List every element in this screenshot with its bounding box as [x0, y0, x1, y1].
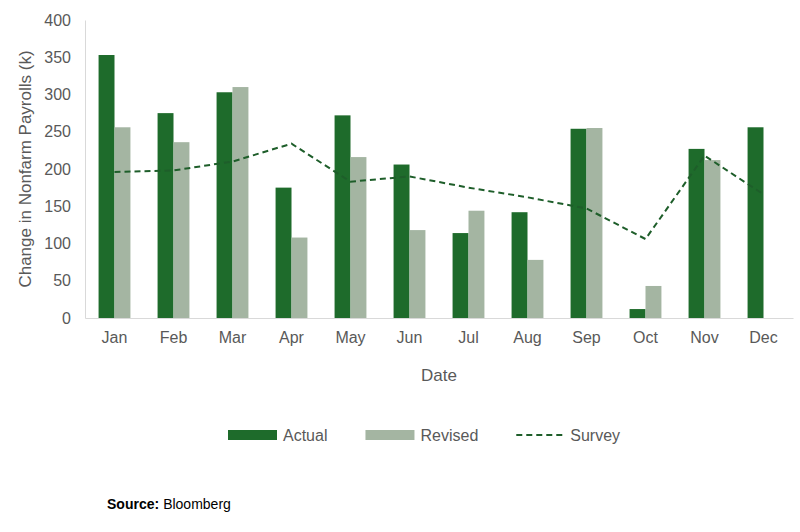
bar: [630, 309, 646, 318]
legend-swatch: [228, 430, 277, 440]
bar: [469, 211, 485, 318]
x-tick: May: [335, 318, 365, 346]
x-axis-line: [86, 318, 794, 319]
bar-series: [99, 55, 764, 318]
x-tick: Sep: [572, 318, 601, 346]
bar: [528, 260, 544, 318]
chart: 050100150200250300350400JanFebMarAprMayJ…: [0, 0, 800, 532]
x-tick-label: Jul: [458, 329, 478, 346]
source-note: Source:: [107, 496, 159, 512]
legend-label: Survey: [570, 427, 620, 444]
x-tick-label: Oct: [633, 329, 658, 346]
x-tick: Dec: [749, 318, 777, 346]
y-tick: 200: [44, 161, 85, 178]
x-tick-label: Nov: [690, 329, 718, 346]
bar: [571, 129, 587, 318]
legend-item: Survey: [516, 427, 620, 444]
y-tick: 0: [62, 310, 85, 327]
y-tick-label: 300: [44, 86, 71, 103]
x-tick-label: Feb: [160, 329, 188, 346]
source-note: Bloomberg: [163, 496, 231, 512]
x-tick: Mar: [219, 318, 247, 346]
x-tick: Aug: [513, 318, 541, 346]
bar: [394, 165, 410, 318]
legend-swatch: [365, 430, 414, 440]
x-tick-label: May: [335, 329, 365, 346]
y-tick-label: 250: [44, 123, 71, 140]
bar: [233, 87, 249, 318]
line: [115, 144, 764, 239]
bar-series: [115, 87, 721, 318]
bar: [748, 127, 764, 318]
x-tick-label: Dec: [749, 329, 777, 346]
legend-label: Actual: [283, 427, 327, 444]
y-axis: 0 50 100 150 200 250 300 350 400: [44, 12, 85, 327]
legend-label: Revised: [420, 427, 478, 444]
y-tick-label: 0: [62, 310, 71, 327]
bar: [292, 238, 308, 318]
bar: [512, 212, 528, 318]
legend-item: Actual: [228, 427, 327, 444]
x-tick-label: Apr: [279, 329, 305, 346]
x-tick: Oct: [633, 318, 658, 346]
y-tick-label: 100: [44, 235, 71, 252]
bar: [158, 113, 174, 318]
bar: [276, 188, 292, 318]
y-axis-title: Change in Nonfarm Payrolls (k): [16, 50, 35, 287]
legend-swatch: [516, 434, 562, 436]
marks: [99, 55, 764, 318]
y-tick-label: 400: [44, 12, 71, 29]
y-tick: 250: [44, 123, 85, 140]
x-tick: Jun: [397, 318, 423, 346]
bar: [705, 160, 721, 318]
legend-item: Revised: [365, 427, 478, 444]
x-tick: Feb: [160, 318, 188, 346]
y-axis-line: [85, 21, 86, 319]
bar: [587, 128, 603, 318]
x-tick: Apr: [279, 318, 305, 346]
x-tick-label: Mar: [219, 329, 247, 346]
y-tick: 300: [44, 86, 85, 103]
y-tick-label: 150: [44, 198, 71, 215]
x-tick: Nov: [690, 318, 718, 346]
plot: 050100150200250300350400JanFebMarAprMayJ…: [44, 12, 793, 347]
x-axis-title: Date: [421, 366, 457, 385]
bar: [335, 115, 351, 318]
bar: [646, 286, 662, 318]
y-tick-label: 350: [44, 49, 71, 66]
bar: [217, 92, 233, 318]
x-tick: Jan: [102, 318, 128, 346]
bar: [99, 55, 115, 318]
y-tick: 100: [44, 235, 85, 252]
x-tick-label: Aug: [513, 329, 541, 346]
x-tick-label: Sep: [572, 329, 601, 346]
x-tick-label: Jun: [397, 329, 423, 346]
bar: [115, 127, 131, 318]
y-tick: 50: [53, 272, 85, 289]
x-tick-label: Jan: [102, 329, 128, 346]
bar: [453, 233, 469, 318]
y-tick-label: 50: [53, 272, 71, 289]
x-tick: Jul: [458, 318, 478, 346]
legend: Actual Revised Survey: [228, 427, 620, 444]
x-axis: Jan Feb Mar Apr May Jun Jul Aug Sep Oct Nov Dec: [86, 318, 794, 346]
y-tick: 150: [44, 198, 85, 215]
y-tick: 350: [44, 49, 85, 66]
bar: [410, 230, 426, 318]
y-tick: 400: [44, 12, 85, 29]
y-tick-label: 200: [44, 161, 71, 178]
